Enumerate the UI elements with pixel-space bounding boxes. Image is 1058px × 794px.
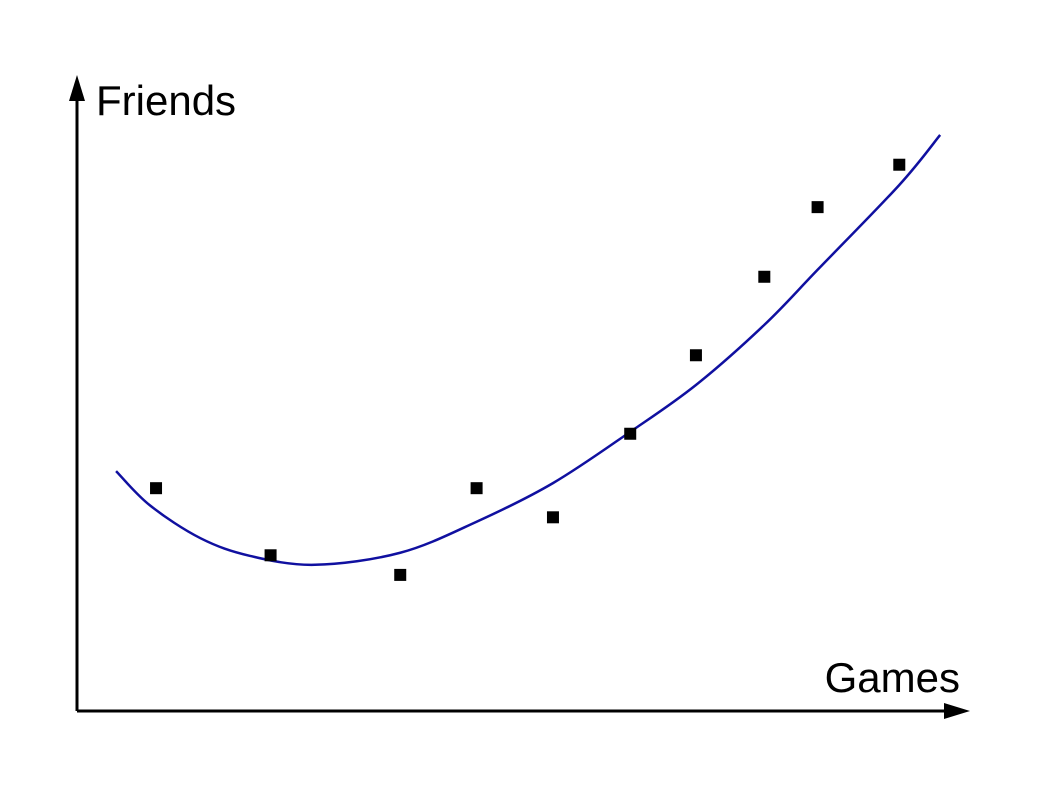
- data-point: [394, 568, 407, 581]
- trend-line: [115, 134, 942, 567]
- data-point: [470, 482, 483, 495]
- data-point: [689, 349, 702, 362]
- x-axis-arrow-icon: [944, 703, 970, 719]
- data-point: [624, 427, 637, 440]
- data-point: [893, 158, 906, 171]
- y-axis-label: Friends: [96, 77, 236, 124]
- data-point: [264, 549, 277, 562]
- data-point: [758, 270, 771, 283]
- axes: [69, 75, 970, 719]
- x-axis-label: Games: [825, 654, 960, 701]
- data-points: [150, 158, 906, 581]
- data-point: [811, 201, 824, 214]
- y-axis-arrow-icon: [69, 75, 85, 101]
- data-point: [546, 511, 559, 524]
- data-point: [150, 482, 163, 495]
